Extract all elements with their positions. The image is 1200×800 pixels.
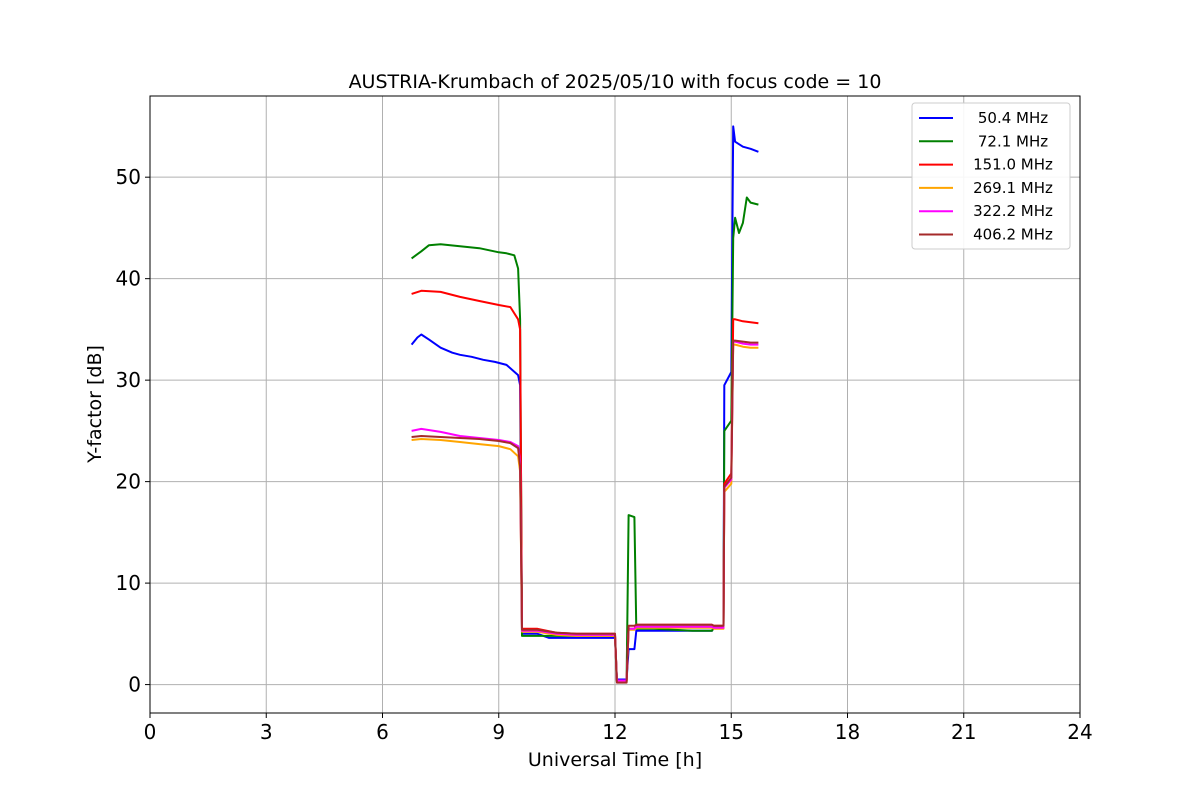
- y-axis-label: Y-factor [dB]: [84, 345, 106, 464]
- y-tick-label: 10: [116, 571, 141, 595]
- x-tick-label: 3: [260, 720, 273, 744]
- legend-label: 72.1 MHz: [978, 132, 1048, 150]
- legend: 50.4 MHz 72.1 MHz 151.0 MHz 269.1 MHz 322.2 …: [911, 102, 1071, 250]
- legend-label: 269.1 MHz: [973, 179, 1053, 197]
- y-tick-label: 0: [128, 673, 141, 697]
- chart-title: AUSTRIA-Krumbach of 2025/05/10 with focu…: [349, 71, 882, 93]
- x-tick-label: 18: [835, 720, 860, 744]
- y-tick-label: 50: [116, 165, 141, 189]
- legend-label: 151.0 MHz: [973, 156, 1053, 174]
- series-line-3: [411, 289, 759, 682]
- y-axis-ticks: 0 10 20 30 40 50: [116, 165, 150, 697]
- series-line-2: [411, 196, 759, 683]
- x-tick-label: 15: [719, 720, 744, 744]
- x-axis-ticks: 0 3 6 9 12 15 18 21 24: [144, 713, 1093, 744]
- x-axis-label: Universal Time [h]: [528, 749, 702, 771]
- series-line-1: [410, 125, 759, 681]
- y-tick-label: 40: [116, 267, 141, 291]
- x-tick-label: 6: [376, 720, 389, 744]
- x-tick-label: 12: [602, 720, 627, 744]
- x-tick-label: 24: [1067, 720, 1092, 744]
- series-layer: [410, 125, 759, 684]
- x-tick-label: 0: [144, 720, 157, 744]
- y-tick-label: 20: [116, 470, 141, 494]
- series-line-6: [411, 339, 759, 684]
- y-tick-label: 30: [116, 368, 141, 392]
- legend-label: 322.2 MHz: [973, 202, 1053, 220]
- x-tick-label: 9: [492, 720, 505, 744]
- legend-box: [911, 102, 1071, 250]
- legend-label: 406.2 MHz: [973, 226, 1053, 244]
- x-tick-label: 21: [951, 720, 976, 744]
- series-line-5: [411, 340, 759, 682]
- legend-label: 50.4 MHz: [978, 109, 1048, 127]
